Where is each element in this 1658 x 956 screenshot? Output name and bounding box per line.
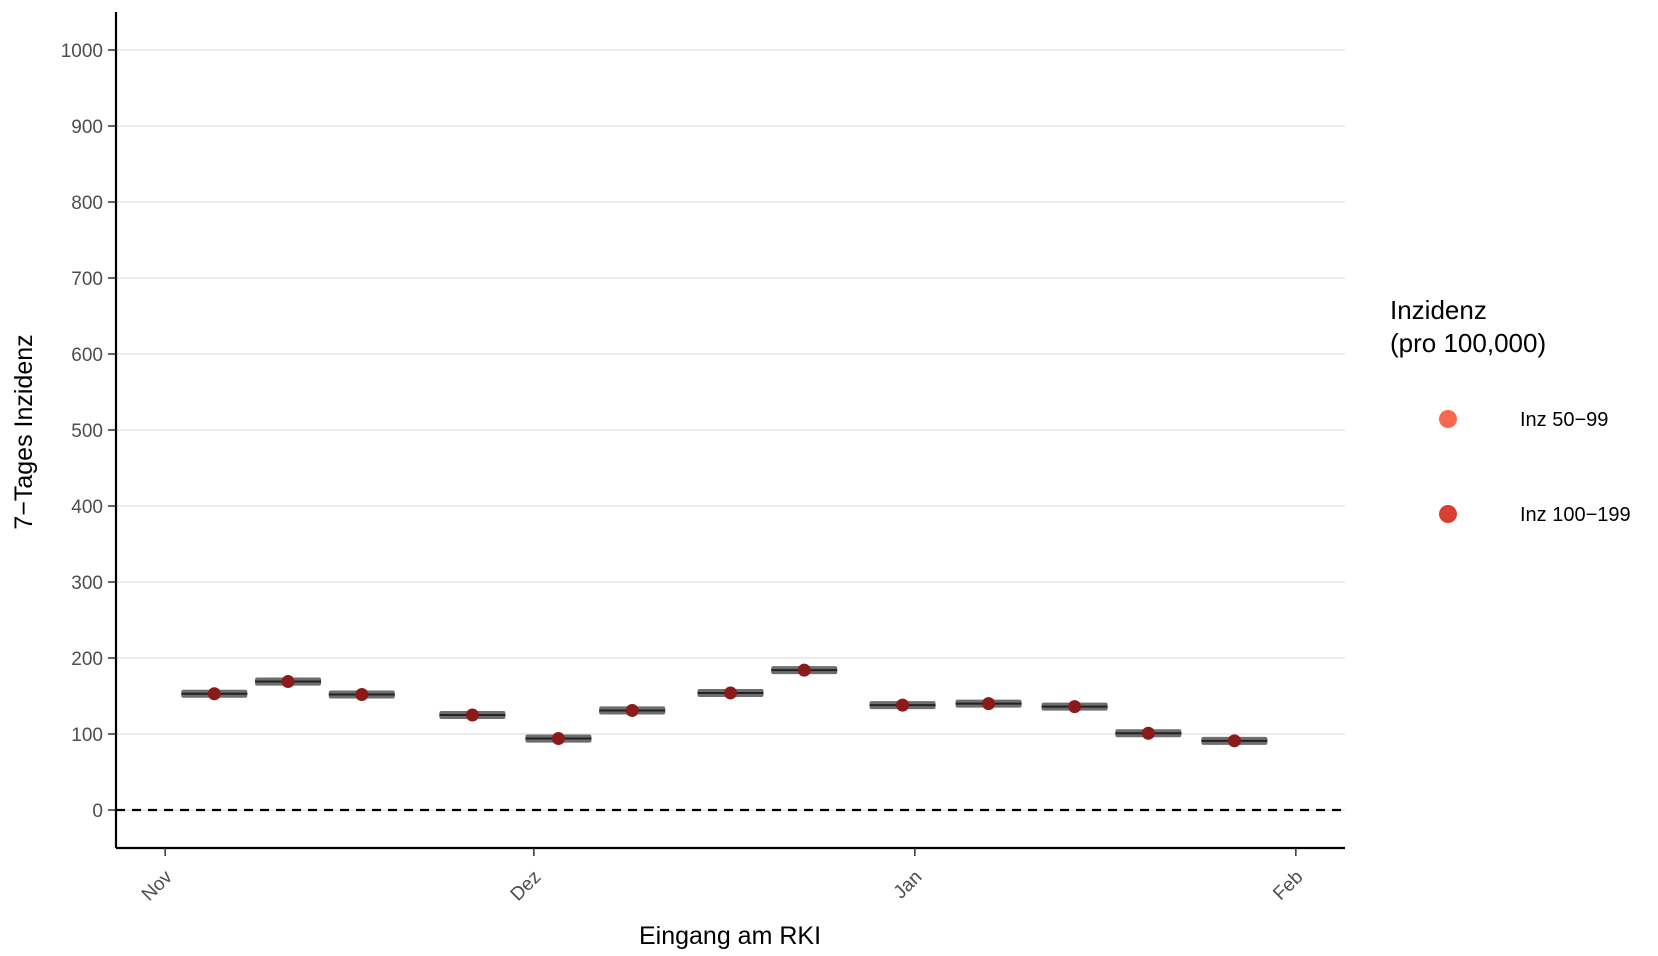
- x-tick-label-nov: Nov: [138, 866, 177, 905]
- y-tick-label-0: 0: [92, 801, 103, 822]
- legend-key-inz-100-199: [1439, 505, 1457, 523]
- y-tick-label-100: 100: [71, 725, 103, 746]
- y-tick-label-1000: 1000: [61, 41, 103, 62]
- data-point-4: [465, 708, 479, 722]
- data-point-7: [724, 686, 737, 700]
- data-point-3: [355, 687, 369, 701]
- data-point-9: [896, 698, 910, 712]
- legend-title-line2: (pro 100,000): [1390, 328, 1546, 358]
- y-tick-label-600: 600: [71, 345, 103, 366]
- axes: [108, 12, 1345, 856]
- y-axis-title: 7−Tages Inzidenz: [10, 334, 38, 529]
- y-tick-label-700: 700: [71, 269, 103, 290]
- x-tick-labels: Nov Dez Jan Feb: [138, 866, 1307, 905]
- legend: Inzidenz (pro 100,000) Inz 50−99 Inz 100…: [1390, 295, 1631, 526]
- data-point-8: [797, 663, 811, 677]
- x-tick-label-feb: Feb: [1269, 867, 1307, 905]
- data-marks: [181, 663, 1268, 748]
- x-axis-title: Eingang am RKI: [639, 922, 821, 950]
- y-tick-label-500: 500: [71, 421, 103, 442]
- legend-label-inz-100-199: Inz 100−199: [1520, 504, 1631, 526]
- legend-title-line1: Inzidenz: [1390, 295, 1487, 325]
- data-point-12: [1141, 726, 1155, 740]
- data-point-2: [281, 675, 295, 689]
- y-tick-label-900: 900: [71, 117, 103, 138]
- data-point-11: [1068, 700, 1082, 714]
- data-point-10: [982, 697, 996, 711]
- legend-key-inz-50-99: [1439, 410, 1457, 428]
- data-point-1: [207, 687, 221, 701]
- grid-lines: [116, 49, 1345, 811]
- y-tick-label-800: 800: [71, 193, 103, 214]
- y-tick-labels: 0 100 200 300 400 500 600 700 800 900 1000: [61, 41, 103, 822]
- x-tick-label-dez: Dez: [507, 867, 546, 906]
- x-tick-label-jan: Jan: [890, 867, 927, 904]
- data-point-13: [1227, 734, 1241, 748]
- y-tick-label-400: 400: [71, 497, 103, 518]
- y-tick-label-300: 300: [71, 573, 103, 594]
- legend-label-inz-50-99: Inz 50−99: [1520, 409, 1608, 431]
- data-point-5: [551, 732, 565, 746]
- y-tick-label-200: 200: [71, 649, 103, 670]
- data-point-6: [625, 703, 639, 717]
